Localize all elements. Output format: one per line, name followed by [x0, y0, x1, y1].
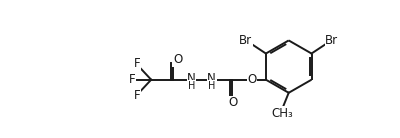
Text: Br: Br — [325, 34, 338, 47]
Text: N: N — [187, 72, 196, 85]
Text: N: N — [207, 72, 216, 85]
Text: O: O — [247, 73, 256, 86]
Text: O: O — [173, 53, 182, 66]
Text: H: H — [208, 81, 215, 91]
Text: H: H — [188, 81, 195, 91]
Text: F: F — [129, 73, 136, 86]
Text: F: F — [134, 89, 140, 102]
Text: O: O — [228, 96, 237, 109]
Text: F: F — [134, 57, 140, 70]
Text: CH₃: CH₃ — [272, 107, 293, 120]
Text: Br: Br — [239, 34, 252, 47]
